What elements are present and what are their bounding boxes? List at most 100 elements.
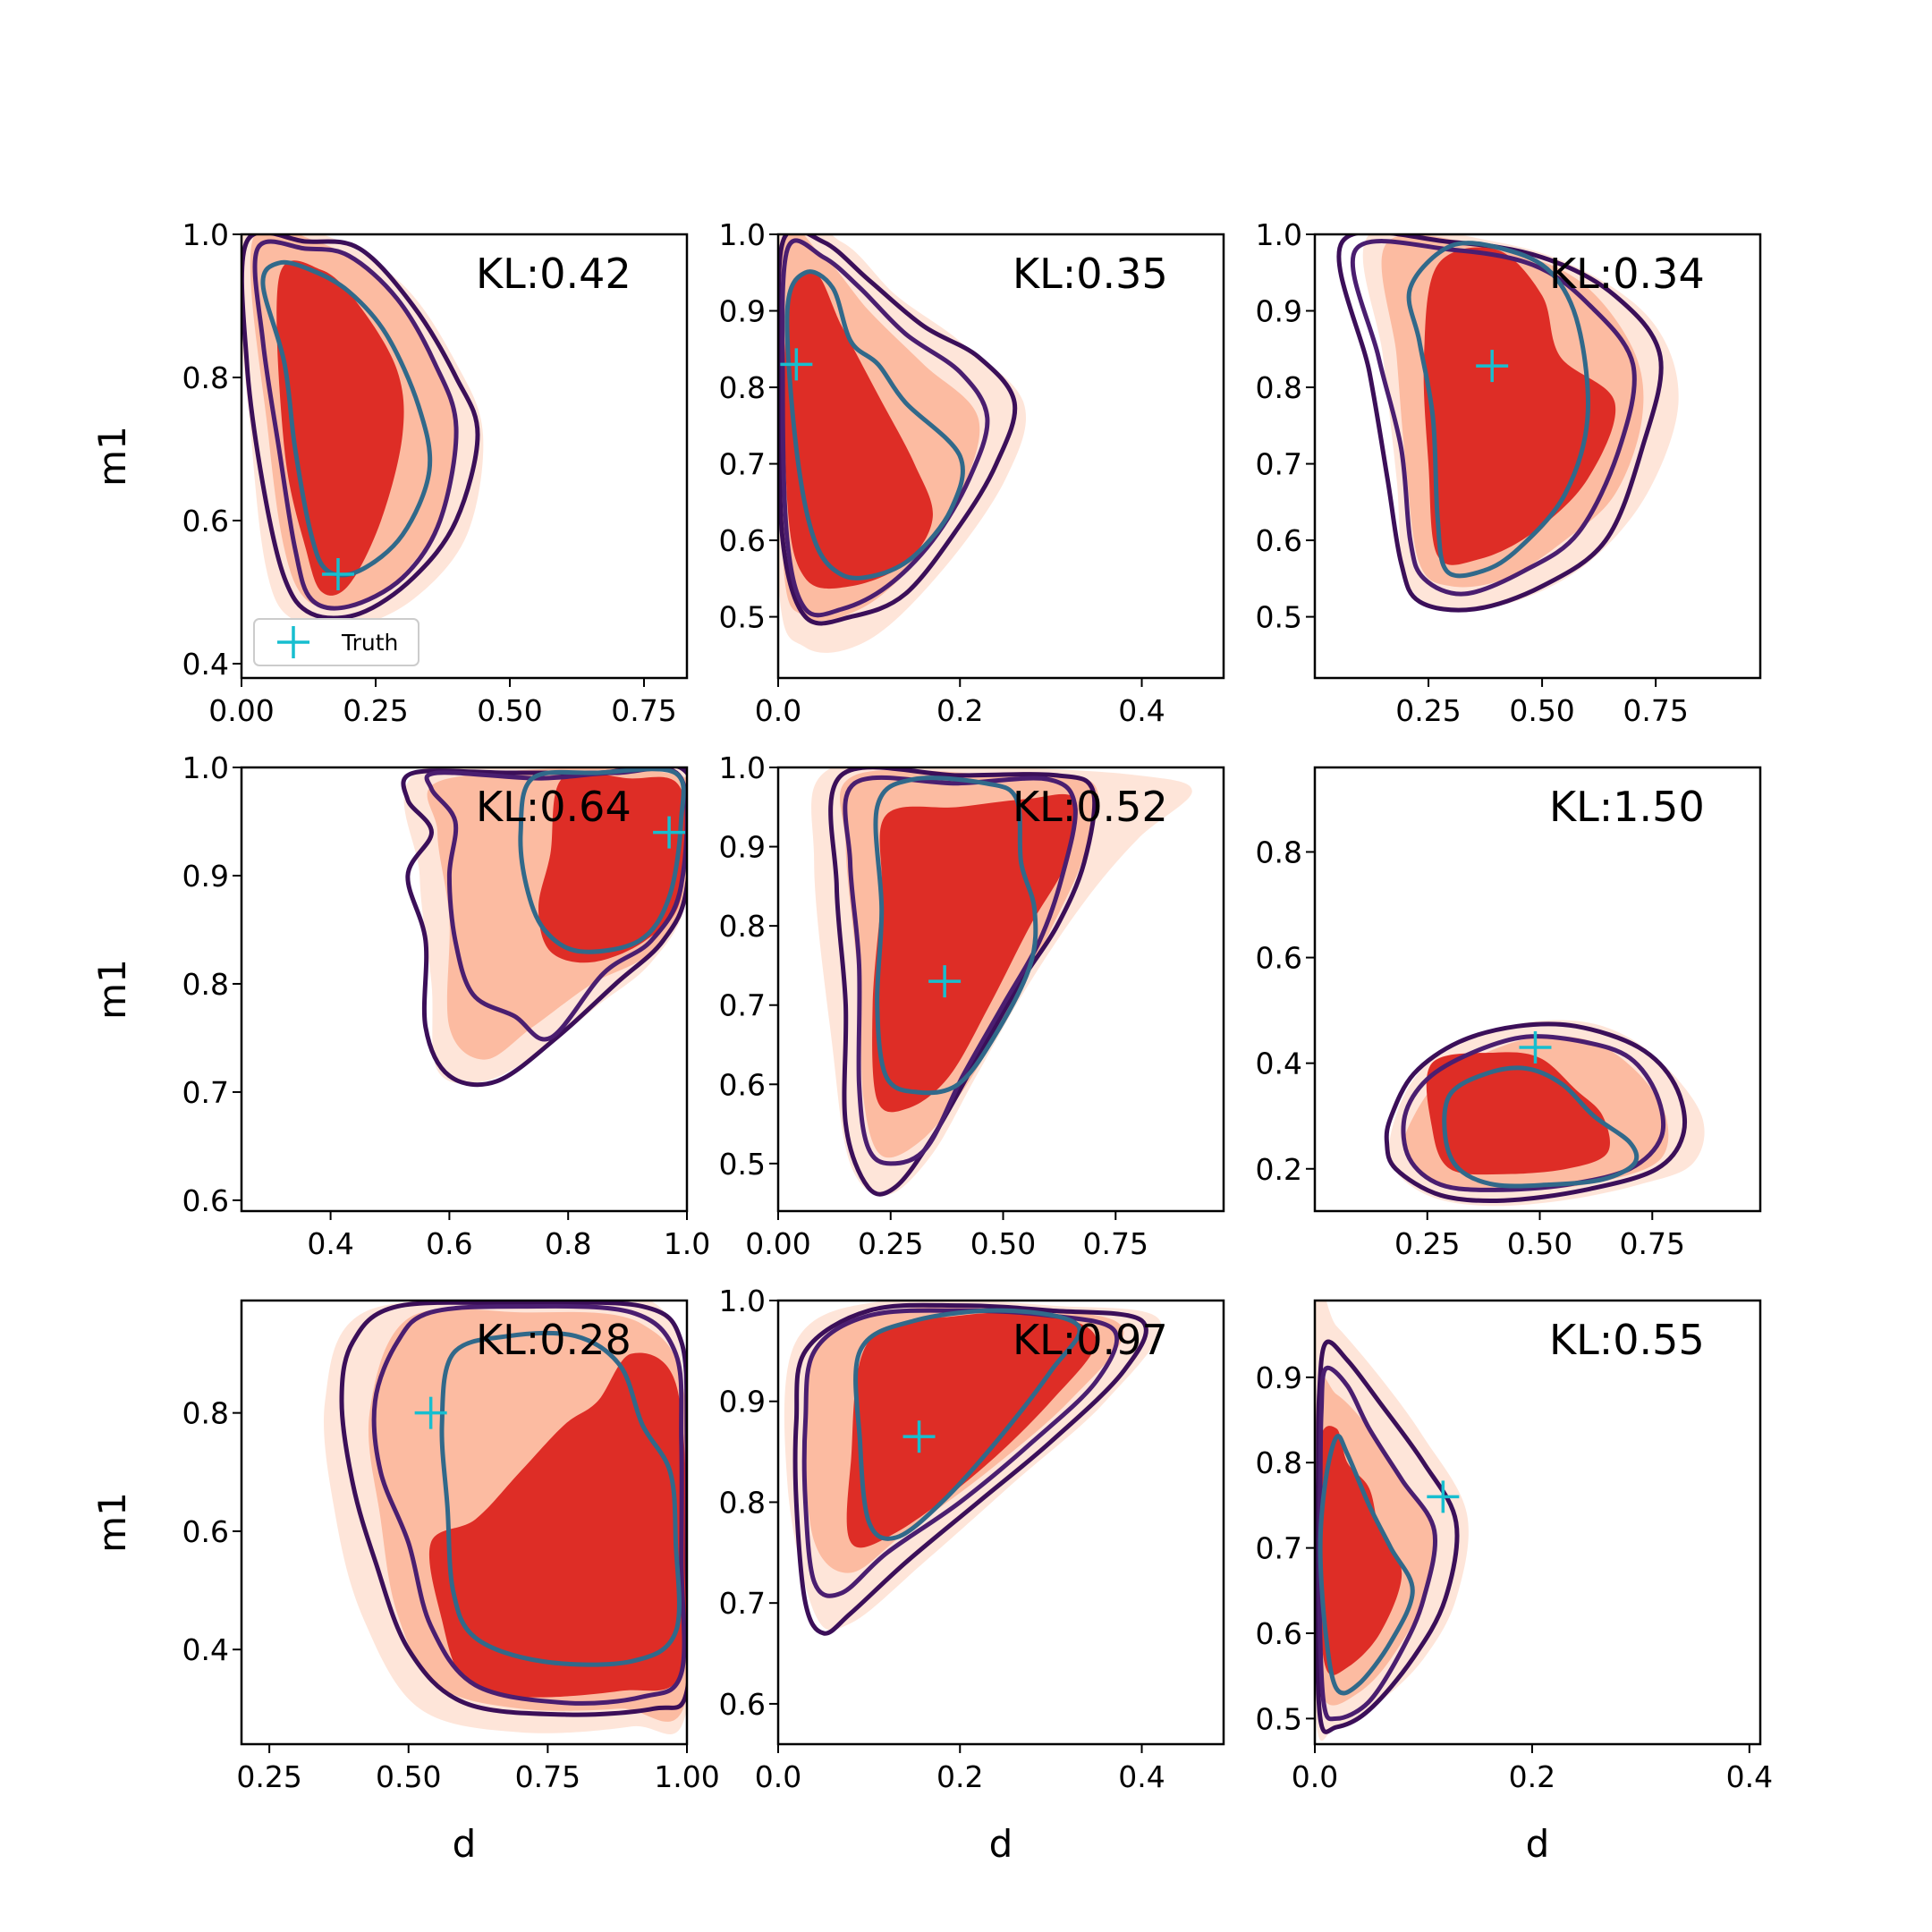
x-tick-label: 0.75: [611, 693, 676, 728]
kl-label: KL:0.55: [1549, 1316, 1705, 1364]
x-tick-label: 0.0: [755, 693, 801, 728]
y-tick-label: 0.9: [719, 294, 766, 329]
contour-inner: [518, 767, 686, 954]
y-tick-label: 0.5: [1256, 1701, 1302, 1736]
truth-marker: [322, 558, 354, 590]
y-tick-label: 0.9: [719, 1385, 766, 1419]
x-tick-label: 0.75: [1620, 1226, 1685, 1261]
y-tick-label: 0.6: [182, 504, 229, 538]
x-tick-label: 0.4: [1118, 1759, 1165, 1794]
contour-inner: [260, 259, 433, 578]
x-tick-label: 0.00: [208, 693, 274, 728]
kl-label: KL:1.50: [1549, 783, 1705, 831]
x-tick-label: 0.4: [307, 1226, 353, 1261]
contour-inner: [1442, 1065, 1640, 1189]
y-tick-label: 0.5: [1256, 600, 1302, 635]
x-tick-label: 0.75: [1623, 693, 1688, 728]
contour-outer: [792, 1302, 1148, 1636]
y-tick-label: 0.6: [1256, 1616, 1302, 1651]
x-axis-label: d: [453, 1822, 477, 1866]
panel-9: 0.0 0.2 0.4 0.5 0.6 0.7 0.8 0.9 KL:0.55 d: [1256, 1299, 1773, 1866]
y-tick-label: 0.6: [182, 1183, 229, 1218]
kl-label: KL:0.97: [1013, 1316, 1168, 1364]
axes-frame: [240, 766, 689, 1213]
density-fill-inner: [872, 793, 1078, 1113]
contour-mid: [780, 238, 990, 618]
y-tick-label: 0.2: [1256, 1152, 1302, 1187]
y-tick-label: 0.7: [1256, 447, 1302, 482]
panel-1: 0.00 0.25 0.50 0.75 0.4 0.6 0.8 1.0 KL:0.42 m1 Tru…: [90, 217, 689, 728]
y-tick-label: 0.6: [1256, 523, 1302, 558]
y-tick-label: 1.0: [182, 750, 229, 785]
x-tick-label: 0.2: [1509, 1759, 1555, 1794]
density-fill-inner: [1318, 1426, 1402, 1675]
y-tick-label: 0.5: [719, 1147, 766, 1182]
plot-area: [401, 767, 687, 1088]
x-tick-label: 0.6: [426, 1226, 472, 1261]
y-tick-label: 0.6: [719, 1687, 766, 1722]
panel-5: 0.00 0.25 0.50 0.75 0.5 0.6 0.7 0.8 0.9 1.0 KL:0.5…: [719, 750, 1225, 1261]
kl-label: KL:0.35: [1013, 250, 1168, 298]
x-tick-label: 0.25: [1395, 693, 1461, 728]
y-tick-label: 0.8: [719, 909, 766, 944]
x-tick-label: 1.00: [654, 1759, 719, 1794]
y-tick-label: 0.4: [182, 1632, 229, 1667]
axes-frame: [240, 1299, 689, 1746]
x-axis-label: d: [989, 1822, 1013, 1866]
x-tick-label: 0.0: [755, 1759, 801, 1794]
y-tick-label: 1.0: [719, 217, 766, 252]
y-tick-label: 0.8: [182, 360, 229, 395]
y-tick-label: 0.6: [719, 523, 766, 558]
contour-inner: [853, 1308, 1082, 1541]
x-tick-label: 0.25: [858, 1226, 923, 1261]
contour-inner: [873, 775, 1038, 1096]
plot-area: [1336, 234, 1679, 613]
kl-label: KL:0.64: [476, 783, 631, 831]
y-tick-label: 0.8: [182, 1396, 229, 1431]
plot-area: [242, 234, 484, 630]
kl-label: KL:0.28: [476, 1316, 631, 1364]
axes-frame: [240, 233, 689, 680]
density-fill-inner: [846, 1312, 1097, 1548]
truth-marker: [414, 1396, 447, 1429]
y-tick-label: 0.6: [1256, 941, 1302, 976]
panel-7: 0.25 0.50 0.75 1.00 0.4 0.6 0.8 KL:0.28 m1 d: [90, 1299, 720, 1866]
x-tick-label: 0.4: [1726, 1759, 1773, 1794]
y-tick-label: 0.8: [1256, 370, 1302, 405]
plot-area: [811, 767, 1192, 1197]
y-tick-label: 0.9: [1256, 1360, 1302, 1395]
legend-label: Truth: [341, 630, 398, 656]
y-tick-label: 0.8: [1256, 835, 1302, 869]
y-tick-label: 0.7: [1256, 1531, 1302, 1566]
x-tick-label: 0.4: [1118, 693, 1165, 728]
y-tick-label: 0.8: [719, 1485, 766, 1520]
x-tick-label: 0.0: [1292, 1759, 1338, 1794]
contour-outer: [242, 234, 480, 621]
contour-inner: [784, 269, 965, 580]
y-tick-label: 0.7: [719, 1586, 766, 1621]
y-tick-label: 0.7: [719, 988, 766, 1023]
contour-outer: [1336, 234, 1664, 613]
contour-mid: [1401, 1034, 1666, 1192]
truth-marker: [1519, 1030, 1552, 1063]
axes-frame: [776, 766, 1225, 1213]
x-tick-label: 0.50: [1509, 693, 1574, 728]
contour-inner: [439, 1330, 682, 1667]
x-tick-label: 0.8: [545, 1226, 591, 1261]
y-tick-label: 0.7: [719, 447, 766, 482]
y-axis-label: m1: [90, 426, 134, 487]
y-tick-label: 0.4: [1256, 1046, 1302, 1081]
x-tick-label: 0.25: [1394, 1226, 1460, 1261]
kl-label: KL:0.42: [476, 250, 631, 298]
truth-marker: [653, 816, 686, 849]
y-tick-label: 0.4: [182, 647, 229, 682]
plot-area: [784, 1301, 1162, 1636]
y-tick-label: 1.0: [719, 1284, 766, 1318]
density-fill-inner: [538, 772, 687, 963]
y-tick-label: 0.5: [719, 600, 766, 635]
contour-mid: [252, 239, 459, 611]
axes-frame: [776, 1299, 1225, 1746]
plot-area: [324, 1301, 687, 1734]
x-axis-label: d: [1526, 1822, 1550, 1866]
density-fill-inner: [784, 271, 933, 589]
